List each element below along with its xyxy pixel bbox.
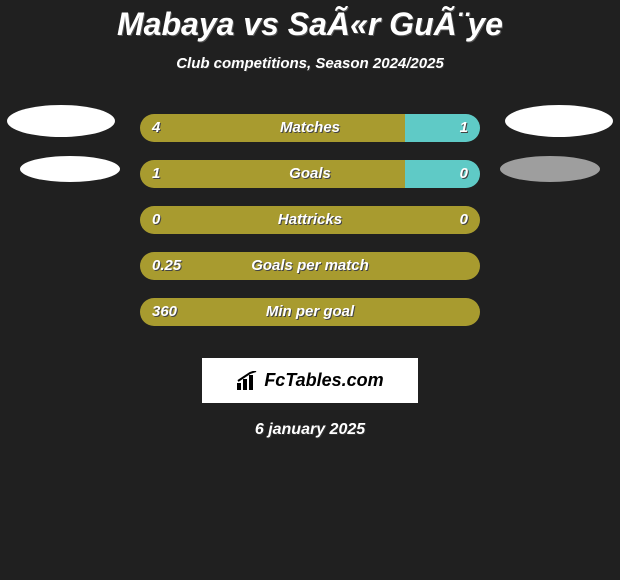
right-ellipse	[505, 105, 613, 137]
bar-track: 360Min per goal	[140, 298, 480, 326]
stat-row: 360Min per goal	[0, 298, 620, 344]
bar-label: Matches	[140, 114, 480, 142]
left-ellipse	[20, 156, 120, 182]
bar-track: 10Goals	[140, 160, 480, 188]
stat-row: 41Matches	[0, 114, 620, 160]
bar-label: Min per goal	[140, 298, 480, 326]
bar-label: Goals	[140, 160, 480, 188]
comparison-rows: 41Matches 10Goals 00Hattricks 0.25Goals per…	[0, 114, 620, 344]
stat-row: 10Goals	[0, 160, 620, 206]
subtitle: Club competitions, Season 2024/2025	[0, 55, 620, 72]
stat-row: 0.25Goals per match	[0, 252, 620, 298]
right-ellipse	[500, 156, 600, 182]
bar-track: 41Matches	[140, 114, 480, 142]
bar-track: 0.25Goals per match	[140, 252, 480, 280]
stat-row: 00Hattricks	[0, 206, 620, 252]
bar-label: Goals per match	[140, 252, 480, 280]
date-text: 6 january 2025	[0, 421, 620, 439]
bar-label: Hattricks	[140, 206, 480, 234]
chart-icon	[236, 371, 260, 391]
branding-box: FcTables.com	[202, 358, 418, 403]
page-title: Mabaya vs SaÃ«r GuÃ¨ye	[0, 0, 620, 43]
bar-track: 00Hattricks	[140, 206, 480, 234]
left-ellipse	[7, 105, 115, 137]
brand-text: FcTables.com	[264, 370, 383, 391]
